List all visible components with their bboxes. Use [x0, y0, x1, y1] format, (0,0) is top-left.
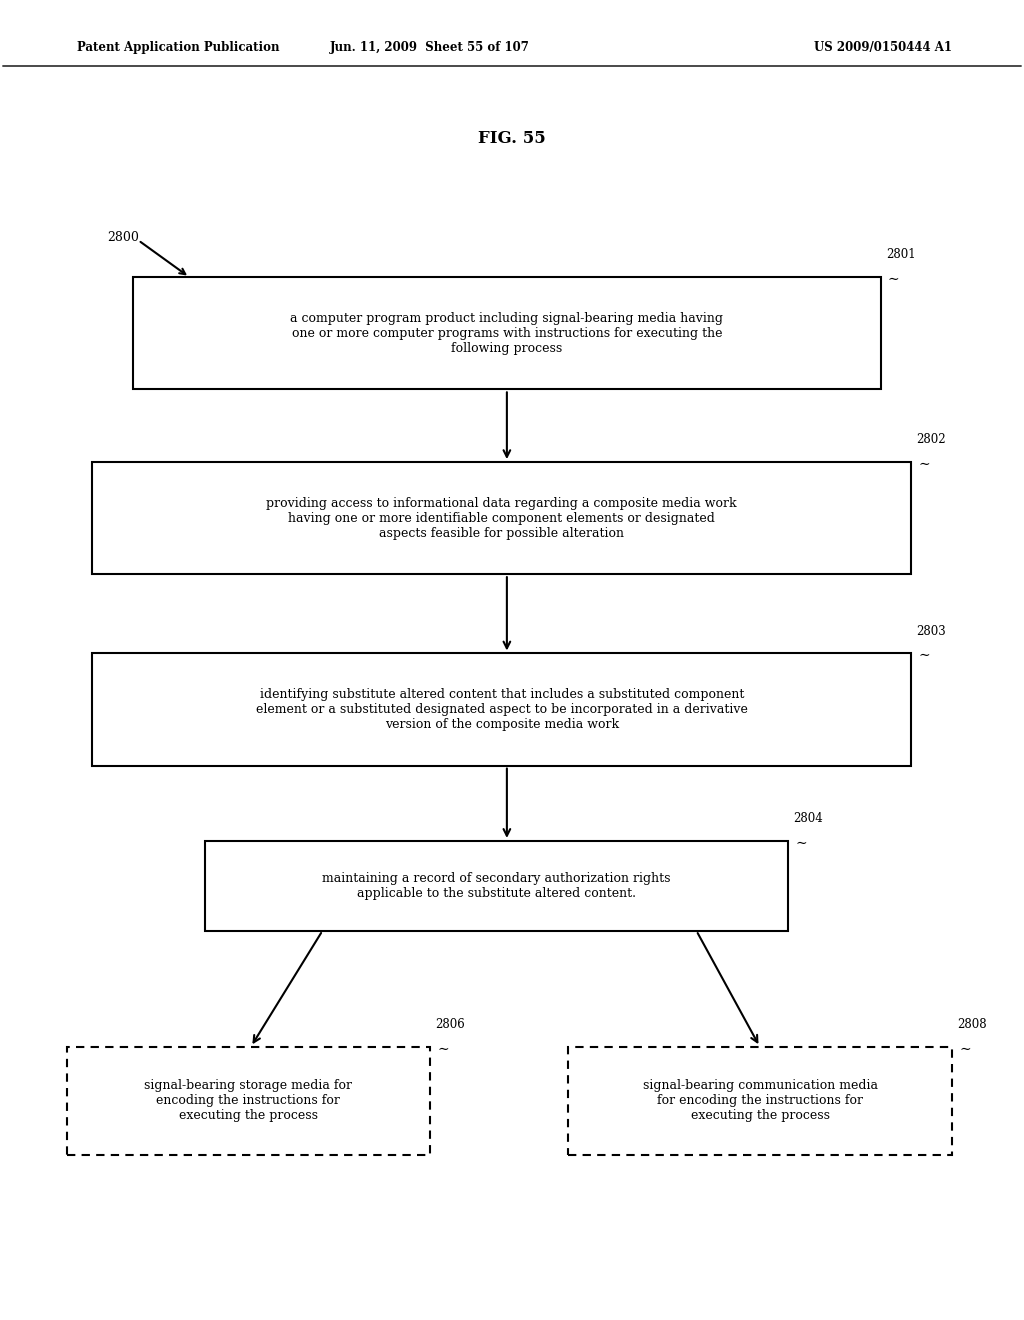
Text: ∼: ∼ — [919, 648, 930, 663]
Text: ∼: ∼ — [919, 457, 930, 471]
Text: 2804: 2804 — [794, 812, 823, 825]
Text: 2808: 2808 — [957, 1018, 987, 1031]
Text: ∼: ∼ — [959, 1041, 971, 1056]
Text: a computer program product including signal-bearing media having
one or more com: a computer program product including sig… — [291, 312, 723, 355]
Text: identifying substitute altered content that includes a substituted component
ele: identifying substitute altered content t… — [256, 688, 748, 731]
Text: maintaining a record of secondary authorization rights
applicable to the substit: maintaining a record of secondary author… — [323, 871, 671, 900]
Text: signal-bearing storage media for
encoding the instructions for
executing the pro: signal-bearing storage media for encodin… — [144, 1080, 352, 1122]
FancyBboxPatch shape — [568, 1047, 952, 1155]
Text: 2803: 2803 — [916, 624, 946, 638]
Text: 2806: 2806 — [435, 1018, 465, 1031]
FancyBboxPatch shape — [92, 462, 911, 574]
Text: 2801: 2801 — [886, 248, 915, 261]
Text: ∼: ∼ — [888, 272, 899, 286]
FancyBboxPatch shape — [133, 277, 881, 389]
Text: Patent Application Publication: Patent Application Publication — [77, 41, 280, 54]
Text: 2800: 2800 — [108, 231, 139, 244]
Text: signal-bearing communication media
for encoding the instructions for
executing t: signal-bearing communication media for e… — [643, 1080, 878, 1122]
FancyBboxPatch shape — [92, 653, 911, 766]
Text: FIG. 55: FIG. 55 — [478, 131, 546, 147]
Text: US 2009/0150444 A1: US 2009/0150444 A1 — [814, 41, 952, 54]
Text: Jun. 11, 2009  Sheet 55 of 107: Jun. 11, 2009 Sheet 55 of 107 — [330, 41, 530, 54]
FancyBboxPatch shape — [205, 841, 788, 931]
Text: providing access to informational data regarding a composite media work
having o: providing access to informational data r… — [266, 496, 737, 540]
FancyBboxPatch shape — [67, 1047, 430, 1155]
Text: ∼: ∼ — [437, 1041, 449, 1056]
Text: 2802: 2802 — [916, 433, 946, 446]
Text: ∼: ∼ — [796, 836, 807, 850]
